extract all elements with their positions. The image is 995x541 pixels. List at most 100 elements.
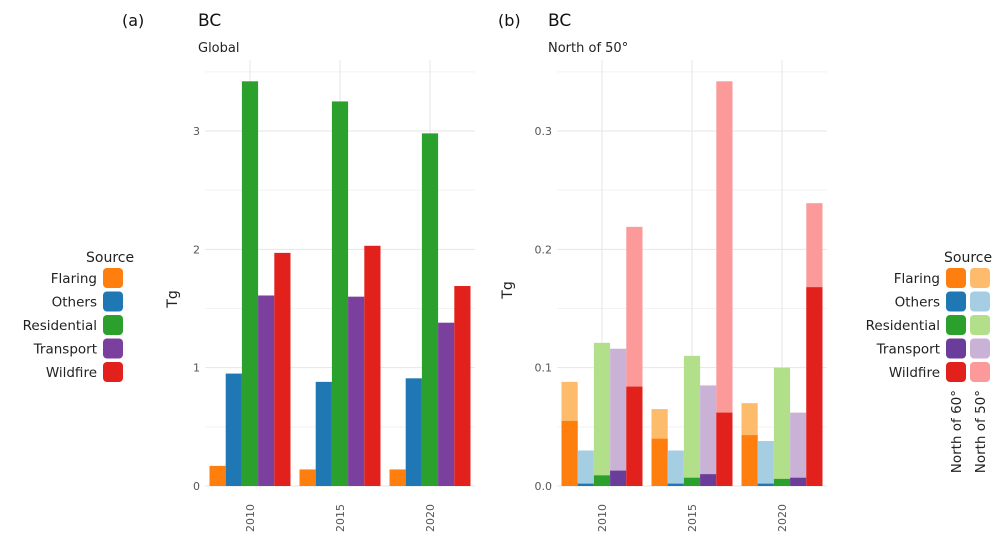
- legend-right-title: Source: [944, 250, 992, 266]
- x-tick-label: 2020: [776, 504, 789, 532]
- bar-north-of-60-others: [667, 483, 684, 486]
- legend-label-flaring: Flaring: [51, 271, 97, 287]
- x-tick-label: 2010: [596, 504, 609, 532]
- panel-b-y-axis-label: Tg: [500, 281, 516, 299]
- x-tick-label: 2020: [424, 504, 437, 532]
- legend-key-transport: [103, 338, 123, 359]
- bar-transport: [258, 295, 275, 486]
- bar-others: [315, 381, 332, 486]
- legend-key-50-wildfire: [970, 362, 990, 382]
- bar-north-of-60-flaring: [561, 420, 578, 486]
- bar-north-of-60-wildfire: [626, 386, 643, 486]
- y-tick-label: 1: [193, 362, 200, 375]
- bar-north-of-60-transport: [610, 470, 627, 486]
- bar-north-of-60-residential: [683, 477, 701, 486]
- x-tick-label: 2015: [334, 504, 347, 532]
- bar-transport: [348, 296, 365, 486]
- panel-b-north-of-50: (b) BC North of 50° 0.00.10.20.3 2010 201…: [498, 11, 827, 532]
- bar-wildfire: [454, 286, 471, 486]
- legend-key-60-transport: [946, 338, 966, 359]
- legend-key-50-others: [970, 291, 990, 312]
- bar-transport: [438, 322, 455, 486]
- bar-flaring: [209, 465, 226, 486]
- y-tick-label: 0.2: [535, 243, 553, 256]
- bar-north-of-50-transport: [790, 412, 807, 486]
- legend-label-others: Others: [52, 295, 97, 311]
- bar-residential: [331, 101, 349, 487]
- legend-key-60-residential: [946, 315, 966, 335]
- bar-north-of-60-wildfire: [716, 412, 733, 486]
- bar-north-of-60-transport: [790, 477, 807, 486]
- panel-a-title: BC: [198, 11, 221, 31]
- x-tick-label: 2010: [244, 504, 257, 532]
- panel-a-tag: (a): [122, 11, 144, 30]
- legend-key-residential: [103, 315, 123, 335]
- panel-b-tag: (b): [498, 11, 521, 30]
- legend-key-50-transport: [970, 338, 990, 359]
- y-tick-label: 2: [193, 243, 200, 256]
- bar-north-of-50-others: [577, 450, 594, 486]
- bar-north-of-50-others: [757, 441, 774, 486]
- panel-b-subtitle: North of 50°: [548, 41, 628, 56]
- bar-others: [225, 373, 242, 486]
- legend-left: Source Flaring Others Residential Transport…: [23, 250, 134, 382]
- bar-wildfire: [274, 252, 291, 486]
- legend-label-residential: Residential: [866, 318, 940, 334]
- x-tick-label: 2015: [686, 504, 699, 532]
- legend-key-60-wildfire: [946, 362, 966, 382]
- legend-label-transport: Transport: [876, 342, 940, 358]
- bar-residential: [421, 133, 439, 486]
- bar-north-of-60-residential: [593, 475, 611, 486]
- y-tick-label: 0.0: [535, 480, 553, 493]
- bar-north-of-60-residential: [773, 478, 791, 486]
- bar-north-of-50-transport: [700, 385, 717, 486]
- legend-label-residential: Residential: [23, 318, 97, 334]
- bar-flaring: [389, 469, 406, 486]
- panel-a-global: (a) BC Global 0 1 2 3 2010 2015 2020 Tg: [122, 11, 475, 532]
- bar-flaring: [299, 469, 316, 486]
- legend-key-wildfire: [103, 362, 123, 382]
- bar-north-of-50-wildfire: [716, 81, 733, 487]
- panel-b-title: BC: [548, 11, 571, 31]
- bar-north-of-50-others: [667, 450, 684, 486]
- legend-key-50-residential: [970, 315, 990, 335]
- y-tick-label: 3: [193, 125, 200, 138]
- panel-a-x-ticks: 2010 2015 2020: [244, 504, 437, 532]
- bar-north-of-60-others: [577, 483, 594, 486]
- legend-right: Source Flaring Others Residential Transport…: [866, 250, 992, 473]
- y-tick-label: 0.1: [535, 362, 553, 375]
- legend-key-60-flaring: [946, 268, 966, 288]
- bar-others: [405, 378, 422, 486]
- legend-label-wildfire: Wildfire: [889, 365, 940, 381]
- bar-wildfire: [364, 245, 381, 486]
- panel-a-subtitle: Global: [198, 41, 239, 56]
- panel-a-bars: [209, 81, 471, 487]
- panel-a-y-axis-label: Tg: [165, 290, 181, 308]
- legend-key-flaring: [103, 268, 123, 288]
- legend-left-title: Source: [86, 250, 134, 266]
- bar-north-of-60-transport: [700, 474, 717, 486]
- legend-column-north-of-60: North of 60°: [949, 390, 965, 473]
- bar-north-of-60-flaring: [651, 438, 668, 486]
- legend-label-wildfire: Wildfire: [46, 365, 97, 381]
- panel-b-bars: [561, 81, 823, 487]
- panel-b-x-ticks: 2010 2015 2020: [596, 504, 789, 532]
- legend-key-50-flaring: [970, 268, 990, 288]
- bar-north-of-50-residential: [773, 367, 791, 486]
- bar-north-of-60-others: [757, 483, 774, 486]
- panel-b-y-ticks: 0.0 0.1 0.2 0.3: [535, 125, 553, 493]
- bar-north-of-60-wildfire: [806, 287, 823, 486]
- legend-label-flaring: Flaring: [894, 271, 940, 287]
- legend-label-others: Others: [895, 295, 940, 311]
- panel-a-y-ticks: 0 1 2 3: [193, 125, 200, 493]
- legend-key-60-others: [946, 291, 966, 312]
- bar-north-of-50-transport: [610, 348, 627, 486]
- bar-north-of-60-flaring: [741, 435, 758, 486]
- legend-label-transport: Transport: [33, 342, 97, 358]
- y-tick-label: 0.3: [535, 125, 553, 138]
- legend-column-north-of-50: North of 50°: [973, 390, 989, 473]
- bar-north-of-50-residential: [593, 342, 611, 486]
- bar-north-of-50-residential: [683, 355, 701, 486]
- legend-key-others: [103, 291, 123, 312]
